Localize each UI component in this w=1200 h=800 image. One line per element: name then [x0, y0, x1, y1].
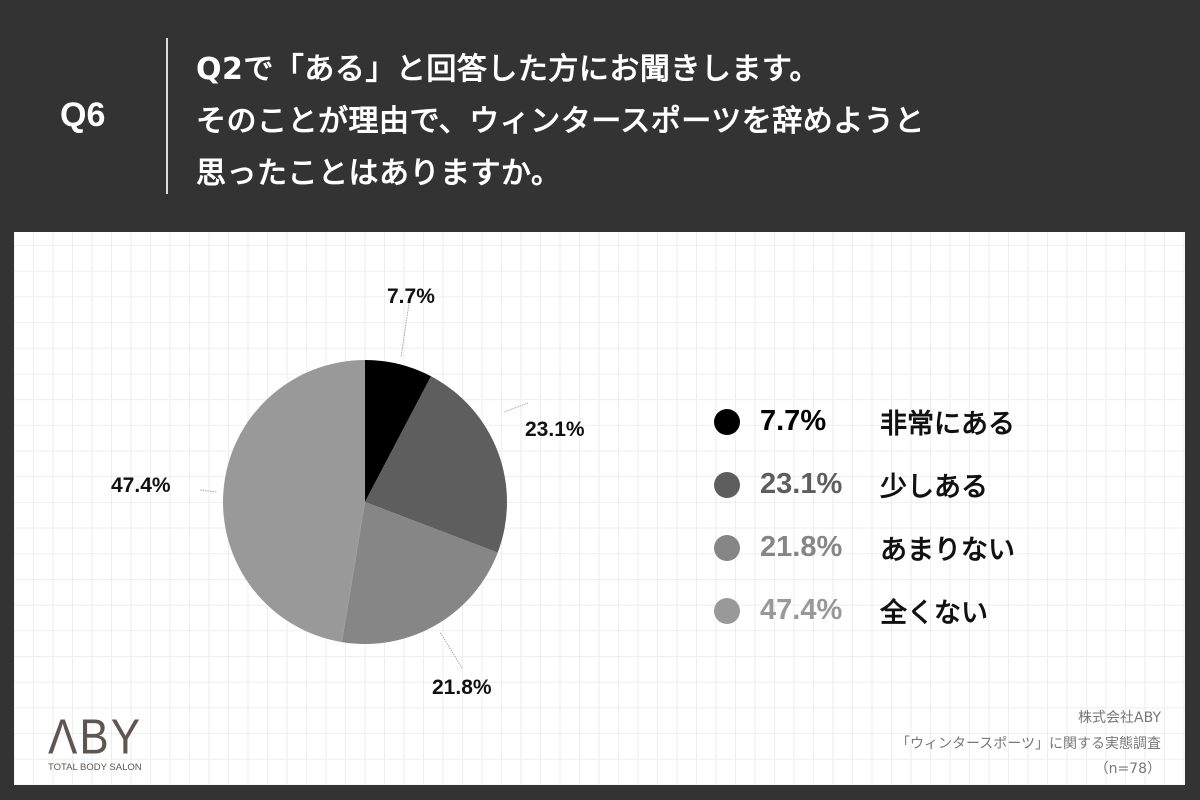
source-survey: 「ウィンタースポーツ」に関する実態調査 [895, 735, 1161, 752]
pie-chart [199, 289, 529, 669]
question-line-3: 思ったことはありますか。 [196, 156, 562, 191]
question-number: Q6 [60, 96, 106, 134]
aby-logo: ΛBY TOTAL BODY SALON [34, 710, 144, 780]
legend-dot-icon [714, 534, 740, 561]
question-text: Q2で「ある」と回答した方にお聞きします。 そのことが理由で、ウィンタースポーツ… [196, 44, 925, 200]
legend-percent: 7.7% [760, 405, 827, 437]
pie-label-not-at-all: 47.4% [111, 474, 171, 497]
legend-label: 非常にある [880, 409, 1015, 440]
leader-lines [199, 289, 529, 669]
legend-item-not-at-all: 47.4% 全くない [714, 579, 1015, 642]
legend-percent: 23.1% [760, 468, 843, 500]
pie-label-somewhat: 23.1% [525, 418, 585, 441]
pie-label-very-much: 7.7% [387, 285, 435, 308]
header-divider [166, 38, 168, 194]
legend-percent: 21.8% [760, 531, 843, 563]
legend-dot-icon [714, 471, 740, 498]
pie-slice-4 [222, 360, 365, 643]
pie-slice-1 [365, 360, 432, 502]
leader-line-3 [439, 631, 463, 669]
pie-slices [222, 360, 507, 644]
pie-slice-3 [341, 502, 498, 644]
logo-mark: ΛBY [48, 710, 143, 765]
source-sample: （n=78） [1094, 761, 1161, 777]
pie-slice-2 [365, 376, 507, 553]
question-line-1: Q2で「ある」と回答した方にお聞きします。 [196, 52, 820, 87]
question-header: Q6 Q2で「ある」と回答した方にお聞きします。 そのことが理由で、ウィンタース… [0, 0, 1200, 232]
legend-dot-icon [714, 597, 740, 624]
question-line-2: そのことが理由で、ウィンタースポーツを辞めようと [196, 104, 925, 139]
legend-item-very-much: 7.7% 非常にある [714, 390, 1015, 453]
chart-panel: 7.7% 23.1% 21.8% 47.4% 7.7% 非常にある 23.1% … [14, 232, 1185, 785]
legend-item-somewhat: 23.1% 少しある [714, 453, 1015, 516]
source-company: 株式会社ABY [1078, 710, 1161, 726]
legend-label: 少しある [880, 472, 988, 503]
chart-legend: 7.7% 非常にある 23.1% 少しある 21.8% あまりない 47.4% … [714, 390, 1015, 642]
legend-label: 全くない [880, 598, 988, 629]
leader-line-4 [199, 489, 218, 493]
logo-tagline: TOTAL BODY SALON [48, 762, 142, 773]
source-note: 株式会社ABY 「ウィンタースポーツ」に関する実態調査 （n=78） [896, 706, 1161, 783]
leader-line-1 [400, 289, 412, 358]
legend-percent: 47.4% [760, 594, 843, 626]
pie-label-not-much: 21.8% [432, 676, 492, 699]
leader-line-2 [503, 402, 529, 413]
legend-dot-icon [714, 408, 740, 435]
legend-item-not-much: 21.8% あまりない [714, 516, 1015, 579]
legend-label: あまりない [880, 535, 1015, 566]
